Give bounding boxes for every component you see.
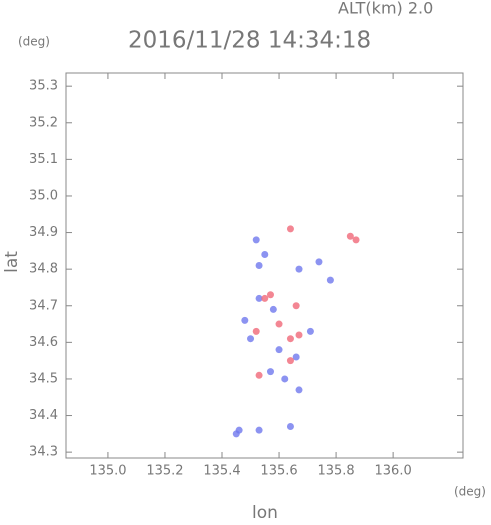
- radar-echo: [281, 375, 289, 383]
- radar-echo: [286, 357, 294, 365]
- x-tick-label: 136.0: [375, 464, 412, 479]
- x-tick-label: 135.6: [260, 464, 297, 479]
- radar-echo: [275, 320, 283, 328]
- radar-echo: [326, 276, 334, 284]
- plot-frame: [65, 72, 464, 459]
- radar-echo: [352, 236, 360, 244]
- radar-echo: [266, 291, 274, 299]
- y-tick-label: 34.3: [29, 445, 58, 460]
- radar-echo: [306, 327, 314, 335]
- radar-echo: [232, 430, 240, 438]
- y-tick-label: 34.9: [29, 225, 58, 240]
- y-tick-label: 34.8: [29, 262, 58, 277]
- radar-echo: [266, 368, 274, 376]
- radar-echo: [295, 265, 303, 273]
- y-tick-label: 34.6: [29, 335, 58, 350]
- radar-echo: [275, 346, 283, 354]
- radar-echo: [252, 236, 260, 244]
- radar-echo: [346, 232, 354, 240]
- y-unit: (deg): [18, 35, 50, 49]
- radar-echo: [241, 316, 249, 324]
- x-tick-label: 135.2: [146, 464, 183, 479]
- radar-echo: [252, 327, 260, 335]
- x-axis-label: lon: [252, 503, 278, 521]
- radar-echo: [295, 331, 303, 339]
- radar-echo: [261, 251, 269, 259]
- radar-echo: [286, 335, 294, 343]
- altitude-annotation: ALT(km) 2.0: [338, 0, 433, 18]
- radar-echo: [269, 305, 277, 313]
- x-tick-label: 135.4: [203, 464, 240, 479]
- y-tick-label: 34.4: [29, 408, 58, 423]
- y-tick-label: 35.0: [29, 188, 58, 203]
- x-tick-label: 135.0: [89, 464, 126, 479]
- chart-title: 2016/11/28 14:34:18: [128, 28, 371, 54]
- radar-echo: [286, 225, 294, 233]
- radar-echo: [292, 302, 300, 310]
- y-tick-label: 35.2: [29, 115, 58, 130]
- x-unit: (deg): [454, 485, 486, 499]
- radar-echo: [292, 353, 300, 361]
- radar-echo: [255, 371, 263, 379]
- radar-echo: [295, 386, 303, 394]
- radar-echo: [255, 294, 263, 302]
- radar-echo: [255, 262, 263, 269]
- radar-echo: [286, 423, 294, 431]
- y-axis-label: lat: [2, 251, 22, 273]
- y-tick-label: 35.1: [29, 152, 58, 167]
- x-tick-label: 135.8: [317, 464, 354, 479]
- radar-echo: [261, 294, 269, 302]
- y-tick-label: 34.5: [29, 371, 58, 386]
- radar-echo: [247, 335, 255, 343]
- y-tick-label: 34.7: [29, 298, 58, 313]
- y-tick-label: 35.3: [29, 79, 58, 94]
- radar-echo: [255, 426, 263, 434]
- radar-echo: [315, 258, 323, 266]
